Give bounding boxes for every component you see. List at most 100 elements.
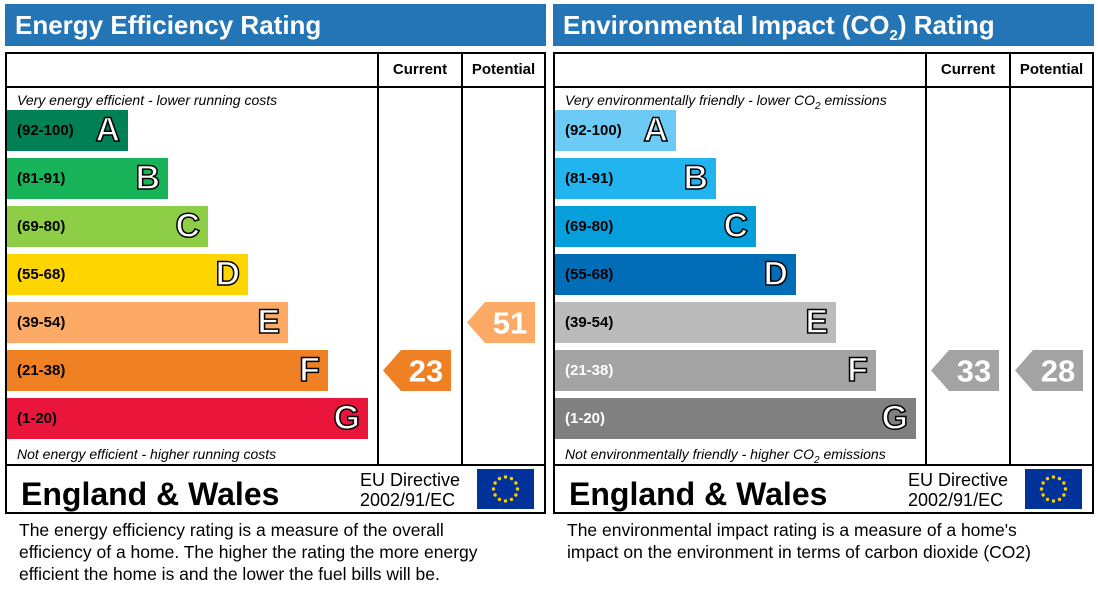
band-range-label: (39-54) <box>17 314 66 331</box>
eu-flag-icon <box>1025 469 1082 509</box>
rating-band-g: (1-20) G <box>555 398 916 439</box>
band-letter: G <box>333 398 361 438</box>
environmental-description: The environmental impact rating is a mea… <box>567 520 1031 562</box>
rating-band-c: (69-80) C <box>7 206 208 247</box>
energy-description: The energy efficiency rating is a measur… <box>19 520 478 584</box>
eu-star <box>1051 475 1056 479</box>
region-label: England & Wales <box>569 476 828 512</box>
eu-star <box>514 493 518 497</box>
eu-star <box>493 481 497 485</box>
band-range-label: (92-100) <box>565 122 622 139</box>
eu-star <box>1045 497 1050 502</box>
rating-band-c: (69-80) C <box>555 206 756 247</box>
band-letter: B <box>135 158 161 198</box>
band-range-label: (92-100) <box>17 122 74 139</box>
potential-column-header: Potential <box>471 61 536 78</box>
eu-star <box>515 487 520 491</box>
rating-arrow-shape: 28 <box>1015 350 1083 391</box>
band-range-label: (1-20) <box>17 410 58 427</box>
rating-frame: Current Potential Very energy efficient … <box>5 52 546 514</box>
band-letter: A <box>643 110 669 150</box>
eu-star <box>493 493 497 497</box>
energy-efficiency-panel: Energy Efficiency Rating Current Potenti… <box>5 4 546 514</box>
potential-rating-arrow: 28 <box>1015 350 1083 391</box>
rating-band-e: (39-54) E <box>7 302 288 343</box>
rating-value: 28 <box>1041 354 1075 389</box>
eu-star <box>1039 487 1044 491</box>
bottom-note: Not energy efficient - higher running co… <box>17 446 277 462</box>
band-range-label: (55-68) <box>565 266 614 283</box>
bottom-note: Not environmentally friendly - higher CO… <box>565 446 886 466</box>
band-letter: C <box>175 206 201 246</box>
eu-star <box>1063 487 1068 491</box>
band-range-label: (21-38) <box>565 362 614 379</box>
rating-arrow-shape: 23 <box>383 350 451 391</box>
eu-star <box>1041 493 1045 497</box>
band-range-label: (69-80) <box>565 218 614 235</box>
potential-rating-arrow: 51 <box>467 302 535 343</box>
eu-star <box>497 497 502 502</box>
rating-band-a: (92-100) A <box>555 110 676 151</box>
band-range-label: (1-20) <box>565 410 606 427</box>
directive-label: EU Directive 2002/91/EC <box>908 470 1009 510</box>
band-letter: F <box>298 350 320 390</box>
band-letter: E <box>805 302 829 342</box>
current-column-header: Current <box>940 61 996 78</box>
eu-star <box>497 476 502 481</box>
band-range-label: (69-80) <box>17 218 66 235</box>
rating-band-f: (21-38) F <box>555 350 876 391</box>
panel-title: Environmental Impact (CO2) Rating <box>553 4 1094 46</box>
top-note: Very environmentally friendly - lower CO… <box>565 92 887 112</box>
band-letter: F <box>846 350 868 390</box>
panel-title: Energy Efficiency Rating <box>5 4 546 46</box>
rating-arrow-shape: 33 <box>931 350 999 391</box>
environmental-impact-panel: Environmental Impact (CO2) Rating Curren… <box>553 4 1094 514</box>
rating-band-d: (55-68) D <box>7 254 248 295</box>
rating-value: 23 <box>409 354 443 389</box>
rating-band-e: (39-54) E <box>555 302 836 343</box>
eu-star <box>1051 499 1056 503</box>
band-letter: D <box>215 254 241 294</box>
rating-value: 33 <box>957 354 991 389</box>
eu-star <box>1041 481 1045 485</box>
band-range-label: (81-91) <box>565 170 614 187</box>
eu-star <box>503 475 508 479</box>
rating-band-d: (55-68) D <box>555 254 796 295</box>
eu-star <box>491 487 496 491</box>
rating-band-g: (1-20) G <box>7 398 368 439</box>
current-rating-arrow: 33 <box>931 350 999 391</box>
band-range-label: (55-68) <box>17 266 66 283</box>
directive-label: EU Directive 2002/91/EC <box>360 470 461 510</box>
eu-star <box>1062 481 1066 485</box>
band-letter: C <box>723 206 749 246</box>
rating-arrow-shape: 51 <box>467 302 535 343</box>
band-letter: D <box>763 254 789 294</box>
top-note: Very energy efficient - lower running co… <box>17 92 278 108</box>
current-rating-arrow: 23 <box>383 350 451 391</box>
region-label: England & Wales <box>21 476 280 512</box>
eu-star <box>514 481 518 485</box>
eu-star <box>1057 497 1062 502</box>
potential-column-header: Potential <box>1019 61 1084 78</box>
rating-band-b: (81-91) B <box>7 158 168 199</box>
rating-band-b: (81-91) B <box>555 158 716 199</box>
eu-star <box>1045 476 1050 481</box>
band-letter: E <box>257 302 281 342</box>
eu-star <box>1062 493 1066 497</box>
rating-band-f: (21-38) F <box>7 350 328 391</box>
footer: England & Wales EU Directive 2002/91/EC <box>7 466 544 512</box>
band-range-label: (21-38) <box>17 362 66 379</box>
eu-star <box>509 476 514 481</box>
band-letter: B <box>683 158 709 198</box>
rating-band-a: (92-100) A <box>7 110 128 151</box>
band-letter: A <box>95 110 121 150</box>
band-range-label: (81-91) <box>17 170 66 187</box>
current-column-header: Current <box>392 61 448 78</box>
rating-value: 51 <box>493 306 527 341</box>
rating-frame: Current Potential Very environmentally f… <box>553 52 1094 514</box>
eu-flag-icon <box>477 469 534 509</box>
band-range-label: (39-54) <box>565 314 614 331</box>
eu-star <box>503 499 508 503</box>
eu-star <box>509 497 514 502</box>
eu-star <box>1057 476 1062 481</box>
